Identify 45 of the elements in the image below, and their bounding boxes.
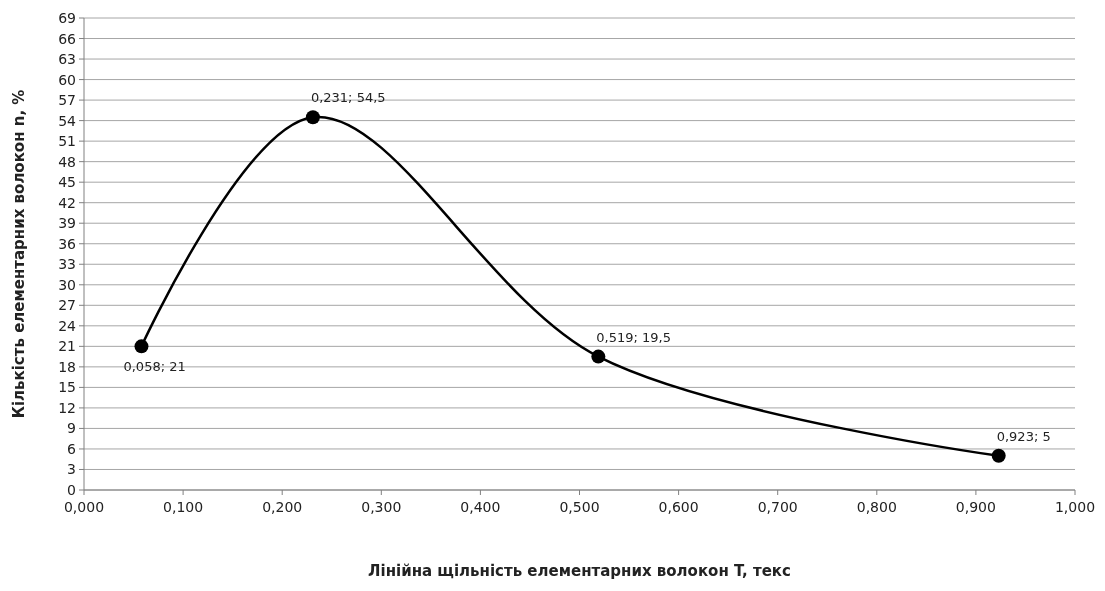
x-tick-label: 1,000	[1054, 499, 1096, 515]
point	[134, 339, 149, 354]
point	[591, 349, 606, 364]
data-label: 0,058; 21	[123, 359, 186, 375]
y-tick-label: 57	[58, 92, 76, 109]
y-tick-label: 66	[58, 30, 77, 47]
y-tick-label: 45	[58, 174, 76, 191]
y-tick-label: 0	[67, 482, 76, 498]
y-tick-label: 51	[58, 133, 76, 150]
x-tick-label: 0,100	[163, 499, 204, 515]
point	[991, 448, 1006, 463]
point	[305, 110, 320, 125]
y-tick-label: 12	[58, 399, 76, 416]
y-tick-label: 27	[58, 297, 76, 314]
x-tick-label: 0,800	[856, 499, 897, 515]
data-label: 0,231; 54,5	[310, 90, 386, 106]
y-tick-label: 6	[67, 440, 77, 457]
x-tick-label: 0,200	[262, 499, 303, 515]
data-label: 0,519; 19,5	[596, 329, 672, 345]
x-tick-label: 0,000	[63, 499, 105, 515]
x-tick-label: 0,300	[361, 499, 402, 515]
y-tick-label: 30	[58, 276, 76, 293]
y-axis-title: Кількість елементарних волокон n, %	[10, 89, 28, 419]
y-tick-label: 69	[58, 10, 76, 26]
y-tick-label: 15	[58, 379, 76, 396]
y-tick-label: 3	[67, 461, 76, 478]
y-tick-label: 33	[58, 256, 76, 273]
y-tick-label: 36	[58, 235, 77, 252]
y-tick-label: 39	[58, 215, 76, 232]
x-tick-label: 0,600	[658, 499, 699, 515]
y-tick-label: 18	[58, 358, 76, 375]
y-tick-label: 54	[58, 112, 77, 129]
x-axis-title: Лінійна щільність елементарних волокон T, текс	[368, 562, 791, 580]
y-tick-label: 60	[58, 71, 76, 88]
x-tick-label: 0,400	[460, 499, 501, 515]
x-tick-label: 0,500	[559, 499, 600, 515]
x-tick-label: 0,700	[757, 499, 798, 515]
y-tick-label: 48	[58, 153, 76, 170]
data-label: 0,923; 5	[996, 428, 1051, 444]
x-tick-label: 0,900	[955, 499, 996, 515]
y-tick-label: 24	[58, 317, 77, 334]
y-tick-label: 42	[58, 194, 76, 211]
y-tick-label: 9	[67, 420, 76, 437]
y-tick-label: 21	[58, 338, 76, 355]
y-tick-label: 63	[58, 51, 76, 68]
